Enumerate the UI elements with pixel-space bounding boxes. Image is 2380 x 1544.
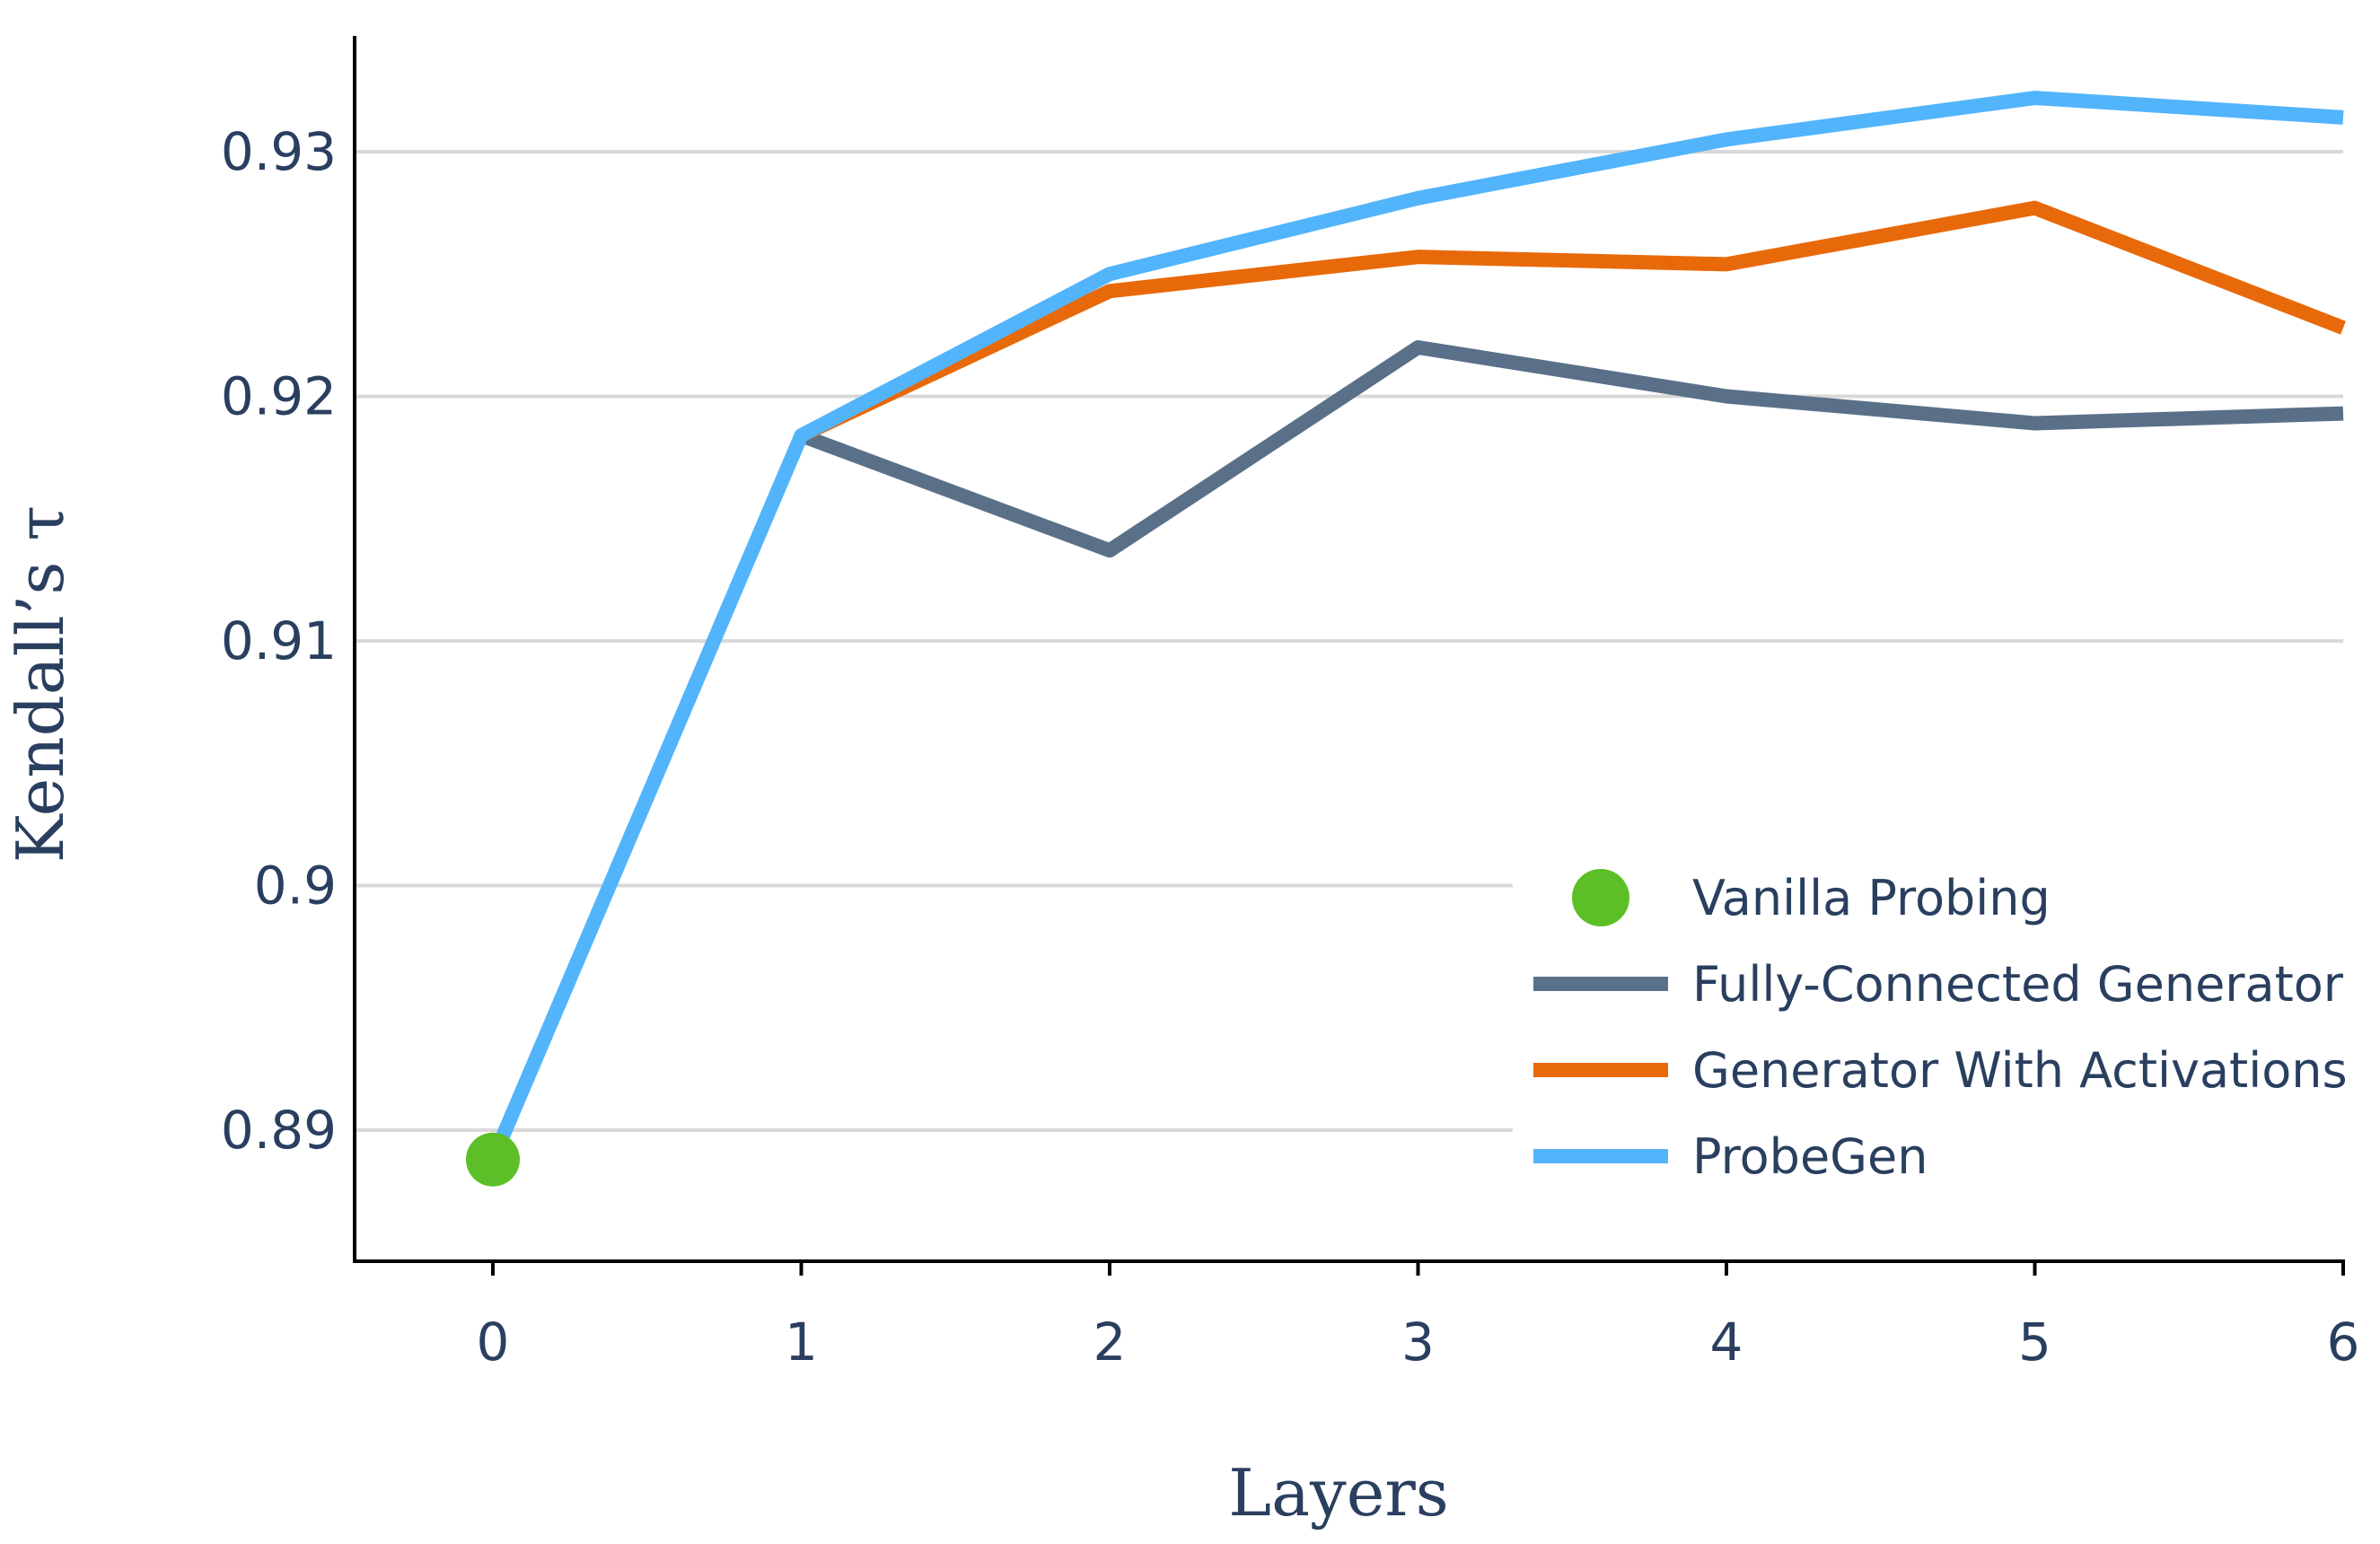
series-line-generator-with-activations (798, 200, 2346, 443)
legend-label: ProbeGen (1692, 1128, 1928, 1185)
x-tick-label: 6 (2327, 1312, 2360, 1373)
x-tick-label: 2 (1093, 1312, 1127, 1373)
y-axis-title: Kendall’s τ (3, 505, 78, 863)
series-point-vanilla-probing (466, 1132, 520, 1187)
x-tick-label: 3 (1401, 1312, 1435, 1373)
legend-label: Generator With Activations (1692, 1042, 2348, 1099)
y-tick-label: 0.93 (221, 121, 337, 182)
legend-background (1513, 853, 2375, 1194)
legend-label: Fully-Connected Generator (1692, 956, 2344, 1013)
legend: Vanilla Probing Fully-Connected Generator… (1513, 853, 2375, 1194)
y-tick-label: 0.9 (254, 855, 337, 917)
legend-label: Vanilla Probing (1692, 870, 2051, 926)
legend-marker (1572, 869, 1629, 926)
x-tick-label: 5 (2018, 1312, 2051, 1373)
series-line-probegen (486, 91, 2344, 1162)
axes: 0.89 0.9 0.91 0.92 0.93 0 1 2 3 4 5 6 (221, 36, 2360, 1373)
x-tick-label: 4 (1710, 1312, 1743, 1373)
x-tick-label: 0 (477, 1312, 510, 1373)
x-tick-label: 1 (785, 1312, 818, 1373)
series-line-fully-connected-generator (798, 340, 2344, 558)
y-tick-label: 0.91 (221, 610, 337, 671)
y-tick-label: 0.89 (221, 1100, 337, 1161)
plot-area (466, 91, 2346, 1187)
x-axis-title: Layers (1228, 1455, 1448, 1531)
y-tick-label: 0.92 (221, 366, 337, 427)
